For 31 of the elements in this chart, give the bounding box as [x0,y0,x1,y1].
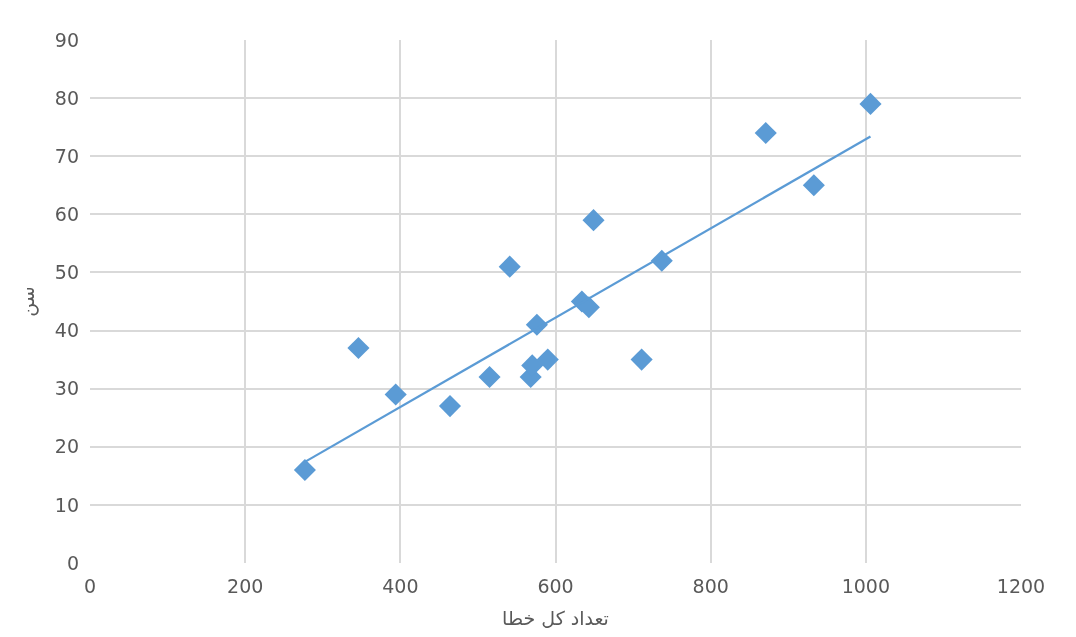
x-tick-label: 200 [227,575,264,597]
point [630,348,653,371]
point [347,336,370,360]
y-axis-title: سن [15,286,39,317]
y-tick-label: 20 [54,435,79,458]
x-tick-label: 1200 [996,575,1046,597]
y-tick-label: 10 [54,493,79,516]
point [498,255,521,278]
y-tick-label: 60 [54,202,79,225]
point [802,174,825,197]
point [536,348,559,371]
y-tick-label: 70 [54,144,79,167]
point [754,121,777,145]
y-tick-label: 30 [54,377,79,400]
point [478,365,501,389]
x-axis-title: تعداد کل خطا [502,606,609,629]
x-tick-label: 400 [382,575,419,597]
y-tick-label: 90 [54,28,79,51]
point [384,383,407,406]
point [582,209,605,232]
point [859,92,882,115]
x-tick-label: 800 [692,575,729,597]
x-tick-label: 1000 [841,575,891,597]
y-tick-label: 0 [66,551,79,574]
y-tick-label: 40 [54,319,79,342]
y-tick-label: 50 [54,261,79,284]
x-tick-label: 600 [537,575,574,597]
point [293,458,316,482]
x-tick-label: 0 [83,575,97,597]
point [438,395,462,418]
y-tick-label: 80 [54,86,79,109]
